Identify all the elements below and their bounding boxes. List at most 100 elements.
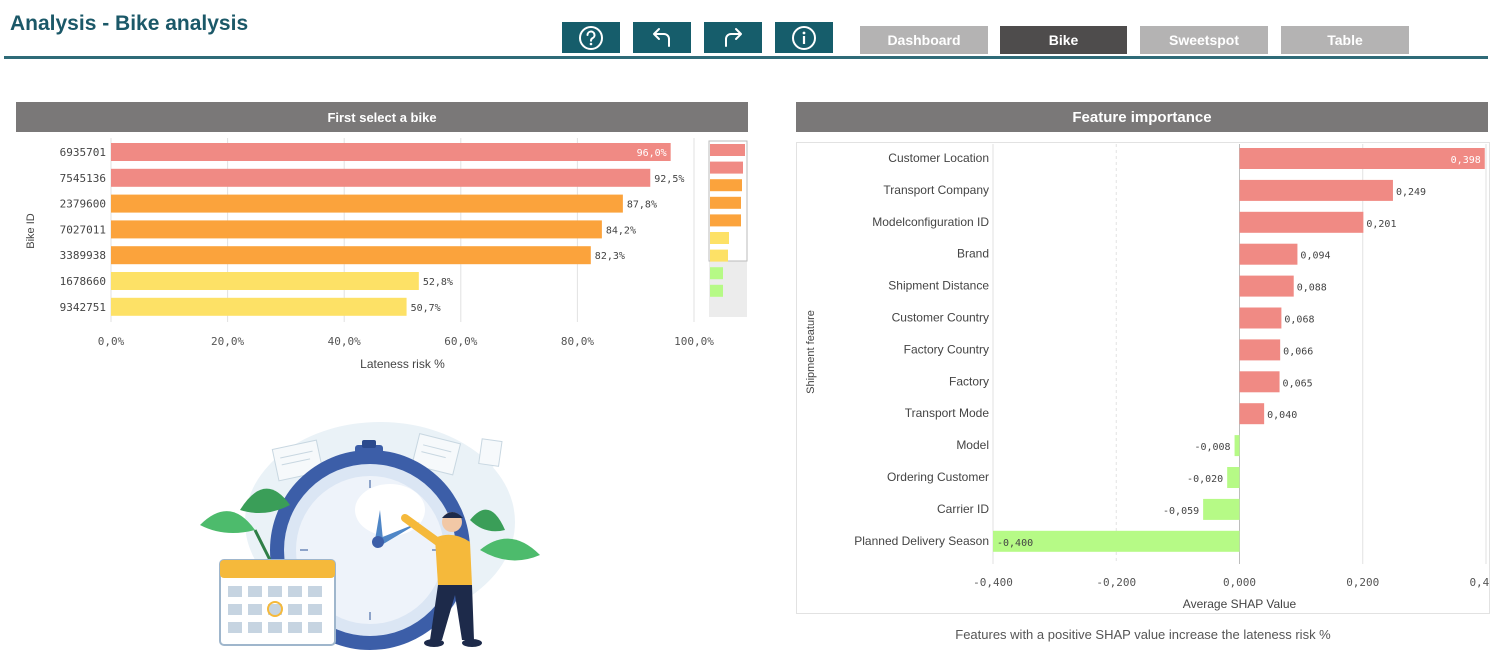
feature-label: Transport Company — [883, 183, 989, 197]
risk-bar — [111, 297, 407, 316]
shap-bar — [1239, 179, 1393, 201]
risk-bar — [111, 194, 623, 213]
x-tick-label: 80,0% — [561, 335, 594, 348]
risk-bar — [111, 220, 602, 239]
feature-label: Carrier ID — [937, 502, 989, 516]
chart-frame — [796, 142, 1490, 614]
minimap-bar — [710, 214, 741, 227]
shap-value-label: -0,008 — [1194, 442, 1230, 453]
minimap-bar — [710, 249, 728, 262]
x-axis-title: Average SHAP Value — [1183, 597, 1297, 611]
page-title: Analysis - Bike analysis — [10, 12, 249, 35]
info-circle-icon — [792, 25, 816, 50]
shap-value-label: -0,059 — [1163, 506, 1199, 517]
x-tick-label: 100,0% — [674, 335, 714, 348]
undo-arrow-icon — [653, 27, 670, 47]
shap-value-label: 0,068 — [1284, 315, 1314, 326]
minimap-bar — [710, 284, 723, 297]
shap-value-label: 0,094 — [1300, 251, 1330, 262]
x-tick-label: 0,000 — [1223, 576, 1256, 589]
risk-value-label: 82,3% — [595, 251, 625, 262]
shap-footnote: Features with a positive SHAP value incr… — [955, 627, 1331, 642]
feature-label: Modelconfiguration ID — [872, 215, 989, 229]
risk-bar — [111, 272, 419, 290]
minimap-bar — [710, 144, 745, 156]
info-button[interactable] — [775, 22, 833, 53]
y-tick-label: 9342751 — [60, 301, 106, 314]
feature-importance-chart: -0,400 -0,200 0,000 0,200 0,400 Customer Loca… — [796, 142, 1490, 614]
shap-value-label: 0,066 — [1283, 346, 1313, 357]
shap-value-label: 0,065 — [1283, 378, 1313, 389]
risk-value-label: 92,5% — [654, 174, 684, 185]
risk-bar — [111, 143, 671, 161]
x-tick-label: 0,200 — [1346, 576, 1379, 589]
feature-label: Factory Country — [904, 342, 989, 356]
feature-label: Customer Country — [892, 311, 989, 325]
shap-bar — [1239, 403, 1265, 425]
redo-button[interactable] — [704, 22, 762, 53]
y-tick-label: 7027011 — [60, 223, 106, 236]
y-axis-title: Shipment feature — [805, 310, 817, 394]
minimap-bar — [710, 232, 729, 244]
shap-value-label: 0,249 — [1396, 187, 1426, 198]
risk-bar — [111, 168, 651, 187]
shap-bar — [1239, 307, 1282, 329]
feature-label: Factory — [949, 374, 989, 388]
shap-bar — [1239, 275, 1294, 297]
undo-button[interactable] — [633, 22, 691, 53]
feature-panel-header: Feature importance — [796, 102, 1488, 132]
y-tick-label: 2379600 — [60, 198, 106, 211]
shap-bar — [1203, 498, 1240, 520]
shap-bar — [993, 530, 1240, 552]
minimap-bar — [710, 179, 742, 192]
shap-value-label: 0,040 — [1267, 410, 1297, 421]
y-tick-label: 3389938 — [60, 249, 106, 262]
redo-arrow-icon — [725, 27, 742, 47]
shap-value-label: 0,201 — [1366, 219, 1396, 230]
minimap-bar — [710, 196, 741, 209]
shap-bar — [1239, 211, 1364, 233]
header-divider — [4, 56, 1488, 59]
shap-value-label: -0,020 — [1187, 474, 1223, 485]
feature-label: Brand — [957, 247, 989, 261]
tab-sweetspot[interactable]: Sweetspot — [1140, 26, 1268, 54]
shap-value-label: -0,400 — [997, 538, 1033, 549]
x-axis-title: Lateness risk % — [360, 357, 445, 371]
risk-value-label: 52,8% — [423, 277, 453, 288]
risk-value-label: 87,8% — [627, 200, 657, 211]
feature-label: Shipment Distance — [888, 279, 989, 293]
x-tick-label: 60,0% — [444, 335, 477, 348]
feature-label: Transport Mode — [905, 406, 990, 420]
bike-panel-header: First select a bike — [16, 102, 748, 132]
bike-risk-chart: 0,0% 20,0% 40,0% 60,0% 80,0% 100,0% 6935701 96,… — [25, 138, 748, 371]
risk-bar — [111, 246, 591, 265]
shap-value-label: 0,398 — [1451, 155, 1481, 166]
help-button[interactable] — [562, 22, 620, 53]
x-tick-label: -0,400 — [973, 576, 1013, 589]
y-tick-label: 1678660 — [60, 275, 106, 288]
y-axis-title: Bike ID — [25, 213, 37, 249]
tab-dashboard[interactable]: Dashboard — [860, 26, 988, 54]
tab-bike[interactable]: Bike — [1000, 26, 1127, 54]
x-tick-label: -0,200 — [1096, 576, 1136, 589]
feature-label: Planned Delivery Season — [854, 534, 989, 548]
x-tick-label: 0,400 — [1469, 576, 1490, 589]
feature-label: Ordering Customer — [887, 470, 989, 484]
help-circle-icon — [579, 25, 603, 50]
feature-label: Customer Location — [888, 151, 989, 165]
x-tick-label: 0,0% — [98, 335, 125, 348]
shap-bar — [1234, 435, 1240, 457]
x-tick-label: 40,0% — [328, 335, 361, 348]
risk-value-label: 50,7% — [411, 303, 441, 314]
risk-value-label: 96,0% — [637, 148, 667, 159]
stopwatch-calendar-person-illustration — [200, 422, 540, 650]
risk-value-label: 84,2% — [606, 225, 636, 236]
shap-bar — [1239, 371, 1280, 393]
shap-bar — [1239, 148, 1485, 169]
feature-label: Model — [956, 438, 989, 452]
tab-table[interactable]: Table — [1281, 26, 1409, 54]
shap-bar — [1239, 339, 1281, 361]
y-tick-label: 7545136 — [60, 172, 106, 185]
minimap-bar — [710, 267, 723, 280]
shap-value-label: 0,088 — [1297, 283, 1327, 294]
